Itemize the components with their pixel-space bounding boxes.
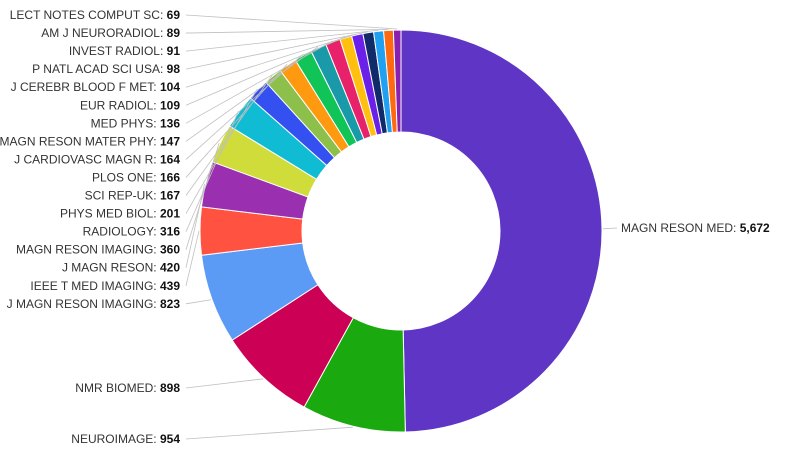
slice-label-name: J CARDIOVASC MAGN R:	[14, 152, 160, 166]
slice-label-name: RADIOLOGY:	[83, 225, 160, 239]
slice-label: J MAGN RESON IMAGING: 823	[7, 297, 181, 311]
slice-label: AM J NEURORADIOL: 89	[41, 26, 180, 40]
slice-label-value: 136	[160, 116, 180, 130]
leader-line	[185, 33, 358, 88]
leader-line	[602, 227, 618, 230]
slice-label-name: J MAGN RESON:	[62, 261, 160, 275]
slice-label-name: MAGN RESON MED:	[621, 221, 740, 235]
slice-label-value: 360	[160, 243, 180, 257]
slice-label: P NATL ACAD SCI USA: 98	[32, 62, 180, 76]
slice-label-name: EUR RADIOL:	[80, 98, 160, 112]
slice-label-name: MAGN RESON IMAGING:	[16, 243, 160, 257]
slice-label-value: 420	[160, 261, 180, 275]
slice-label-value: 201	[160, 207, 180, 221]
slice-label: NMR BIOMED: 898	[75, 381, 180, 395]
leader-line	[185, 31, 369, 70]
slice-label: INVEST RADIOL: 91	[69, 44, 180, 58]
slice-label-name: LECT NOTES COMPUT SC:	[10, 8, 167, 22]
leader-lines	[185, 14, 618, 440]
slice-label-name: P NATL ACAD SCI USA:	[32, 62, 166, 76]
slice-label: RADIOLOGY: 316	[83, 225, 181, 239]
slice-label-name: MED PHYS:	[91, 116, 160, 130]
leader-line	[185, 54, 303, 160]
slice-magn-reson-med[interactable]	[400, 29, 603, 433]
slice-label-value: 439	[160, 279, 180, 293]
slice-label-name: PLOS ONE:	[92, 170, 160, 184]
leader-line	[185, 88, 258, 214]
slice-label-value: 954	[160, 432, 180, 446]
slice-label-value: 69	[167, 8, 181, 22]
slice-label: J CEREBR BLOOD F MET: 104	[11, 80, 181, 94]
leader-line	[185, 63, 288, 178]
slice-label-value: 104	[160, 80, 180, 94]
slice-label-value: 98	[167, 62, 181, 76]
slice-label: MAGN RESON MATER PHY: 147	[0, 134, 180, 148]
slice-label-value: 91	[167, 44, 181, 58]
slice-label: EUR RADIOL: 109	[80, 98, 180, 112]
slice-label: IEEE T MED IMAGING: 439	[30, 279, 180, 293]
slice-label-value: 316	[160, 225, 180, 239]
slice-label: MAGN RESON IMAGING: 360	[16, 243, 180, 257]
leader-line	[185, 183, 205, 268]
slice-label: PLOS ONE: 166	[92, 170, 180, 184]
slice-label-name: PHYS MED BIOL:	[60, 207, 160, 221]
slice-labels: MAGN RESON MED: 5,672 LECT NOTES COMPUT S…	[0, 8, 770, 446]
donut-slices	[199, 29, 603, 433]
slice-label-value: 166	[160, 170, 180, 184]
slice-label-value: 898	[160, 381, 180, 395]
slice-label-name: IEEE T MED IMAGING:	[30, 279, 160, 293]
slice-label-value: 164	[160, 152, 180, 166]
leader-line	[185, 110, 239, 232]
slice-lect-notes-comput-sc[interactable]	[392, 29, 402, 133]
slice-label-name: MAGN RESON MATER PHY:	[0, 134, 160, 148]
slice-label-value: 109	[160, 98, 180, 112]
slice-label-name: AM J NEURORADIOL:	[41, 26, 166, 40]
slice-label: PHYS MED BIOL: 201	[60, 207, 180, 221]
slice-label: SCI REP-UK: 167	[85, 189, 181, 203]
slice-label-name: J CEREBR BLOOD F MET:	[11, 80, 160, 94]
slice-label-value: 89	[167, 26, 181, 40]
slice-label: NEUROIMAGE: 954	[71, 432, 180, 446]
slice-label-value: 823	[160, 297, 180, 311]
leader-line	[185, 378, 264, 389]
slice-label: MAGN RESON MED: 5,672	[621, 221, 770, 235]
slice-label-name: J MAGN RESON IMAGING:	[7, 297, 160, 311]
slice-label-name: NMR BIOMED:	[75, 381, 160, 395]
leader-line	[185, 29, 379, 52]
slice-label: J MAGN RESON: 420	[62, 261, 180, 275]
leader-line	[185, 230, 200, 286]
slice-label: LECT NOTES COMPUT SC: 69	[10, 8, 181, 22]
leader-line	[185, 28, 389, 34]
leader-line	[185, 14, 398, 30]
leader-line	[185, 46, 319, 142]
slice-label-name: NEUROIMAGE:	[71, 432, 160, 446]
leader-line	[185, 426, 353, 440]
slice-label-value: 5,672	[740, 221, 770, 235]
leader-line	[185, 75, 273, 196]
slice-label-name: INVEST RADIOL:	[69, 44, 167, 58]
slice-label-name: SCI REP-UK:	[85, 189, 160, 203]
leader-line	[185, 40, 333, 124]
slice-label: MED PHYS: 136	[91, 116, 181, 130]
slice-label-value: 167	[160, 189, 180, 203]
slice-label-value: 147	[160, 134, 180, 148]
leader-line	[185, 299, 212, 305]
slice-label: J CARDIOVASC MAGN R: 164	[14, 152, 180, 166]
leader-line	[185, 142, 220, 250]
